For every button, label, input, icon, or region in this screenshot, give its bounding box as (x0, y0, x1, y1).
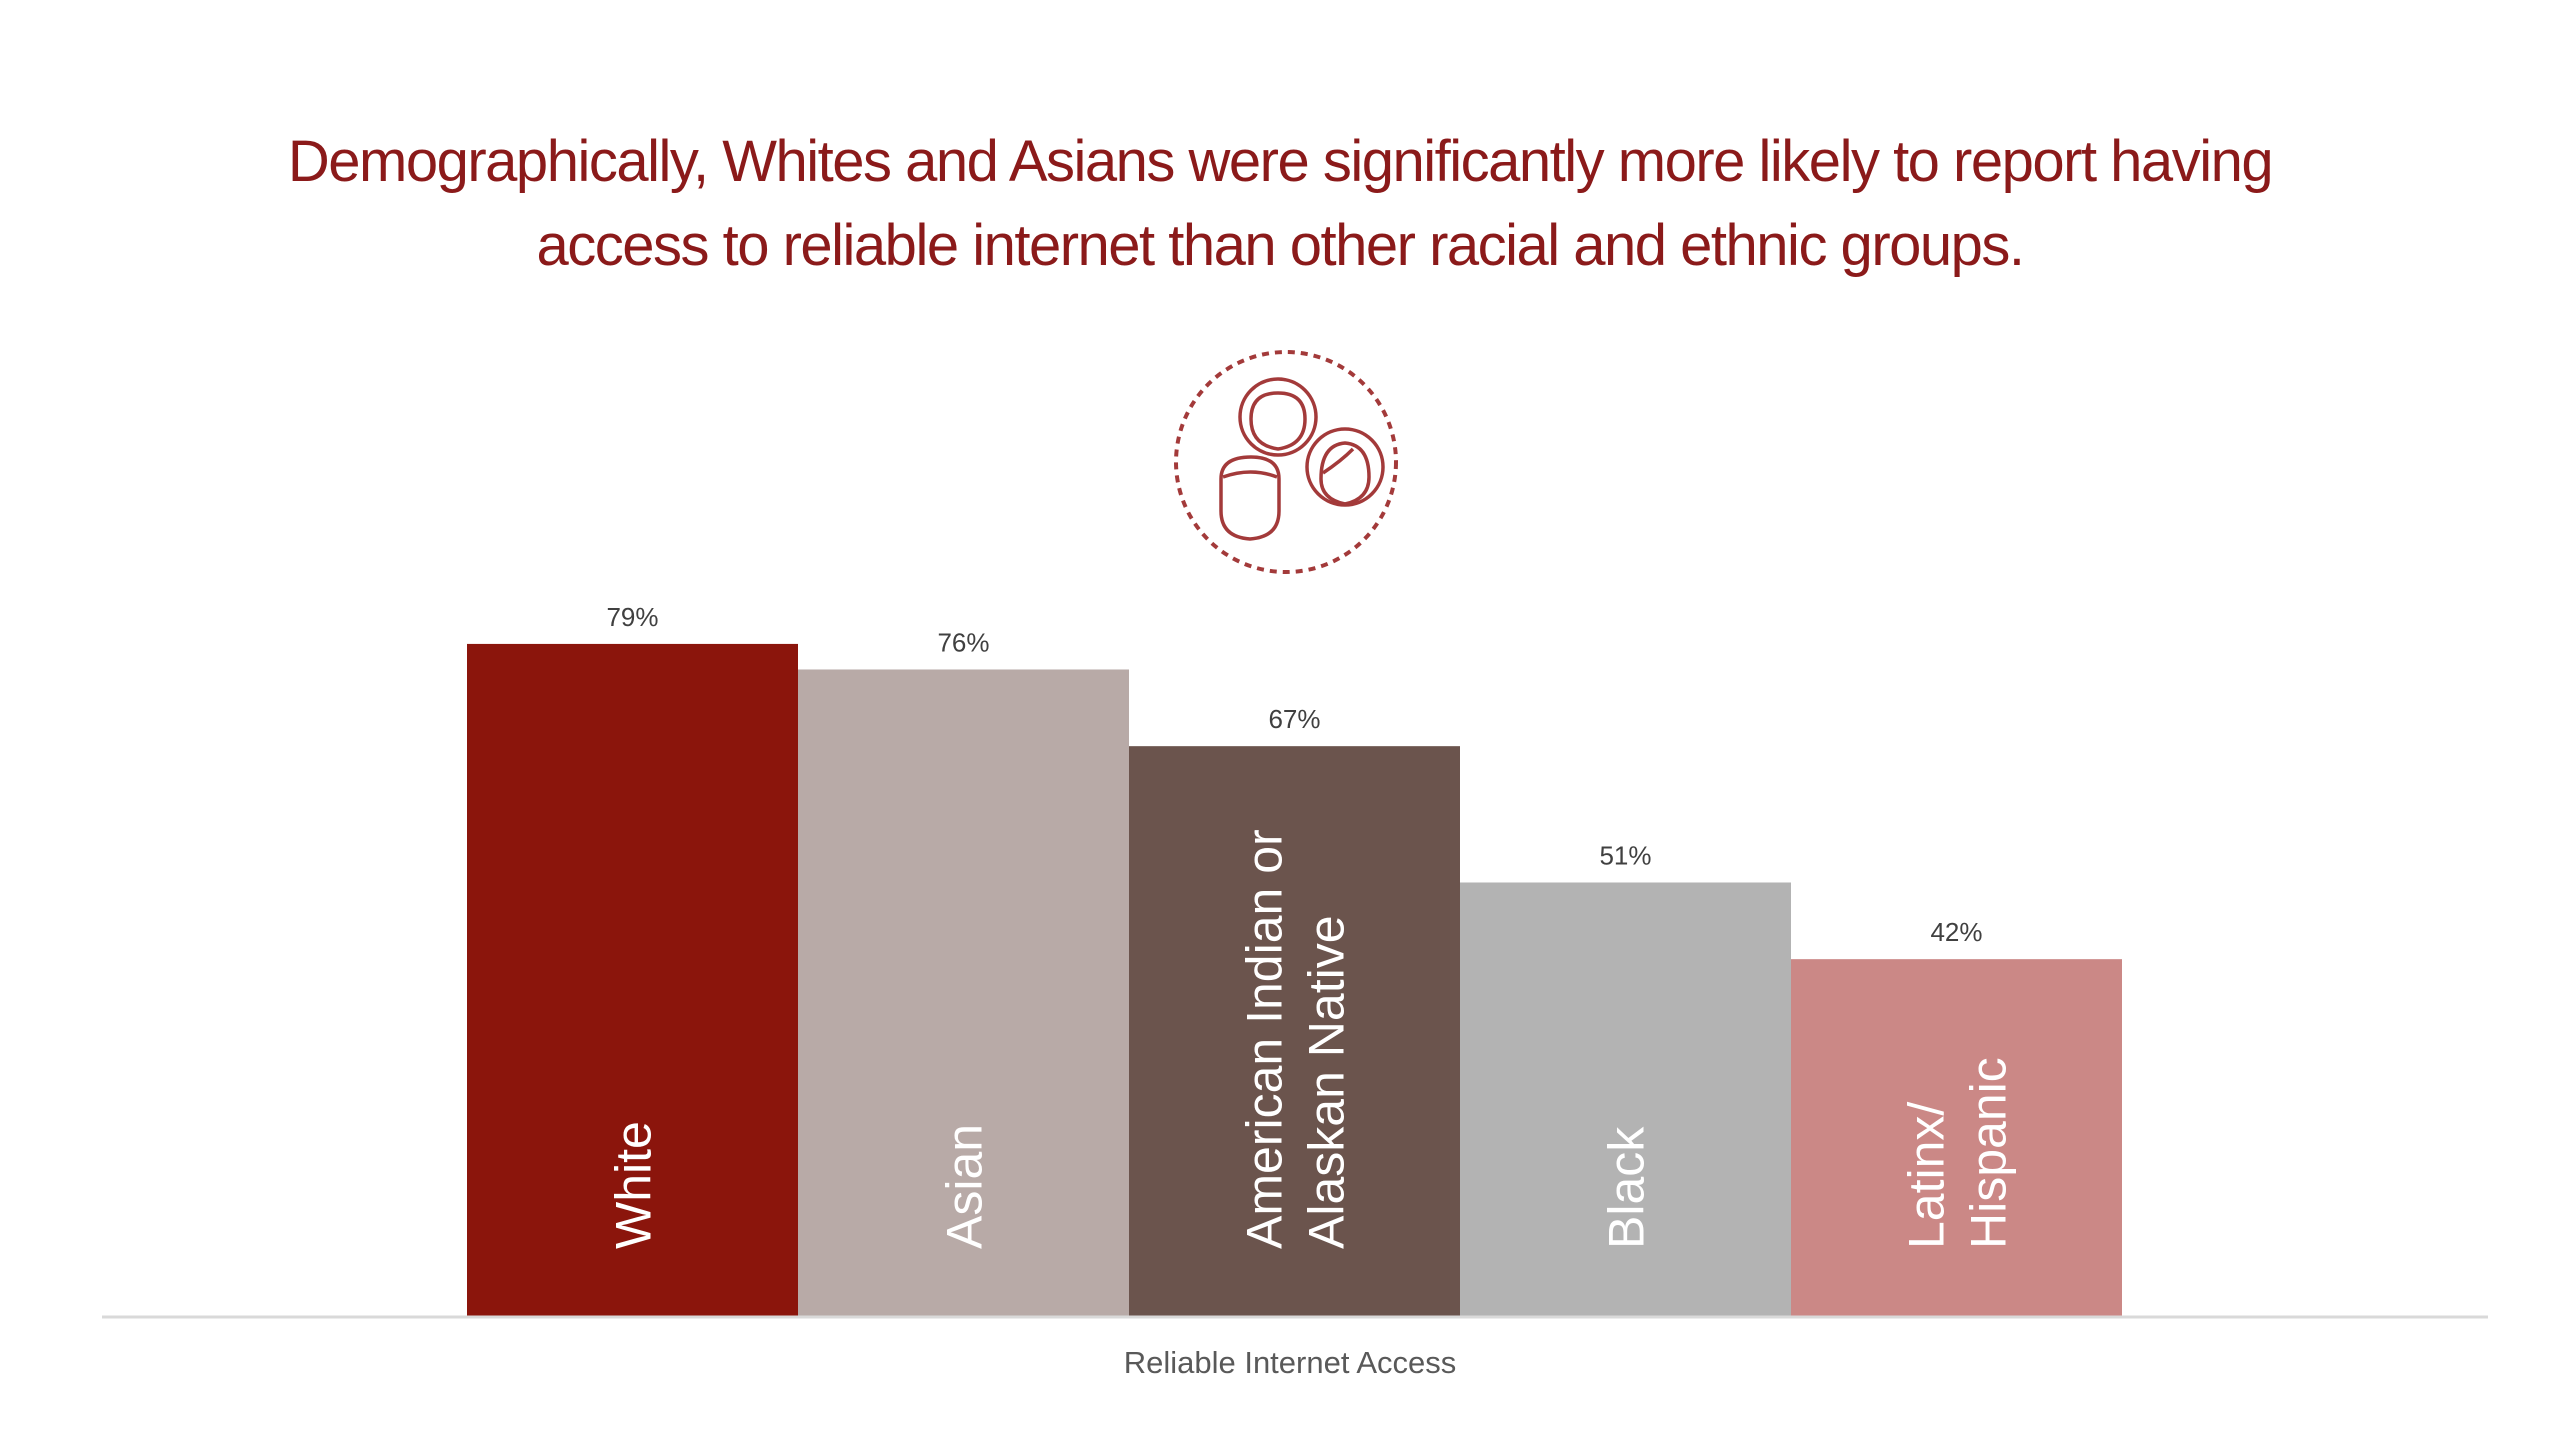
bars-layer: 79% White 76% Asian 67% American Indian or Ala… (467, 602, 2122, 1317)
category-label-black: Black (1599, 1126, 1655, 1249)
data-label-black: 51% (1599, 840, 1651, 870)
bar-american-indian-or-alaskan-native (1129, 746, 1460, 1317)
category-label-asian: Asian (937, 1124, 993, 1249)
category-label-white: White (606, 1121, 662, 1249)
bar-latinx-hispanic (1791, 959, 2122, 1317)
category-label-latinx-hispanic-line-1: Latinx/ (1899, 1102, 1955, 1249)
data-label-latinx-hispanic: 42% (1930, 917, 1982, 947)
category-label-american-indian-or-alaskan-native-line-1: American Indian or (1237, 829, 1293, 1249)
category-label-american-indian-or-alaskan-native-line-2: Alaskan Native (1299, 916, 1355, 1250)
bar-asian (798, 669, 1129, 1317)
title-line-2: access to reliable internet than other r… (536, 213, 2025, 278)
title-line-1: Demographically, Whites and Asians were … (287, 129, 2274, 194)
people-group-icon (1174, 350, 1398, 574)
category-label-latinx-hispanic-line-2: Hispanic (1961, 1057, 2017, 1249)
chart-title: Demographically, Whites and Asians were … (140, 120, 2420, 288)
data-label-asian: 76% (937, 627, 989, 657)
data-label-white: 79% (606, 602, 658, 632)
data-label-american-indian-or-alaskan-native: 67% (1268, 704, 1320, 734)
bar-black (1460, 882, 1791, 1317)
x-axis-label: Reliable Internet Access (1123, 1345, 1457, 1380)
bar-white (467, 643, 798, 1317)
